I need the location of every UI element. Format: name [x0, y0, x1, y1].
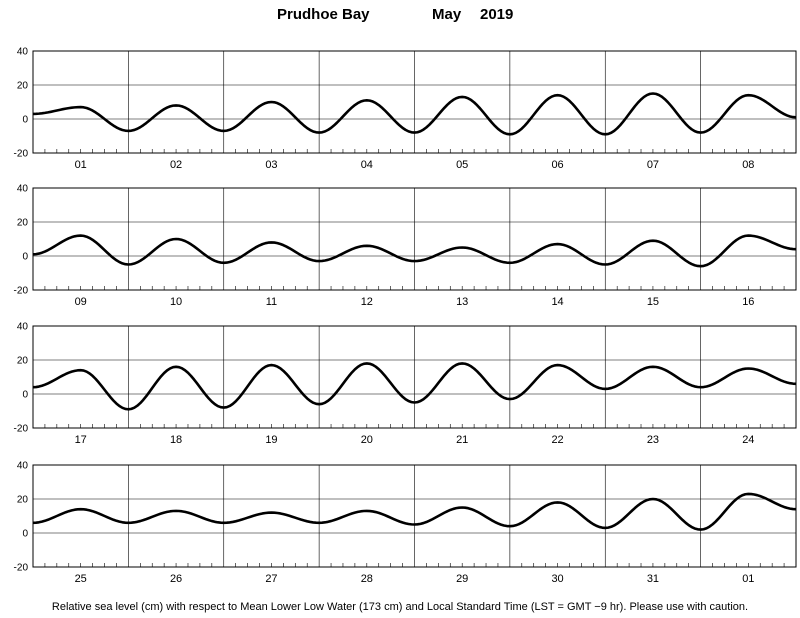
day-label: 10	[170, 296, 182, 308]
day-label: 06	[551, 159, 563, 171]
day-label: 25	[75, 573, 87, 585]
sea-level-line	[32, 234, 797, 268]
day-label: 02	[170, 159, 182, 171]
day-label: 04	[361, 159, 373, 171]
y-tick-label: 0	[22, 390, 28, 401]
y-tick-label: 20	[17, 356, 29, 367]
sea-level-line	[32, 92, 797, 136]
y-tick-label: 40	[17, 322, 29, 333]
day-label: 09	[75, 296, 87, 308]
day-label: 21	[456, 434, 468, 446]
day-label: 17	[75, 434, 87, 446]
year-title: 2019	[480, 6, 514, 23]
day-label: 22	[551, 434, 563, 446]
day-label: 16	[742, 296, 754, 308]
day-label: 07	[647, 159, 659, 171]
y-tick-label: -20	[14, 286, 29, 297]
day-label: 24	[742, 434, 754, 446]
day-label: 26	[170, 573, 182, 585]
day-label: 18	[170, 434, 182, 446]
day-label: 01	[742, 573, 754, 585]
y-tick-label: -20	[14, 563, 29, 574]
y-tick-label: 40	[17, 461, 29, 472]
day-label: 14	[551, 296, 563, 308]
y-tick-label: 0	[22, 529, 28, 540]
station-title: Prudhoe Bay	[277, 6, 370, 23]
day-label: 23	[647, 434, 659, 446]
day-label: 13	[456, 296, 468, 308]
day-label: 12	[361, 296, 373, 308]
y-tick-label: -20	[14, 149, 29, 160]
sea-level-line	[32, 492, 797, 531]
y-tick-label: 40	[17, 47, 29, 58]
day-label: 28	[361, 573, 373, 585]
day-label: 30	[551, 573, 563, 585]
day-label: 27	[265, 573, 277, 585]
day-label: 11	[266, 296, 277, 308]
day-label: 01	[75, 159, 87, 171]
y-tick-label: 20	[17, 81, 29, 92]
day-label: 15	[647, 296, 659, 308]
y-tick-label: 20	[17, 495, 29, 506]
y-tick-label: 0	[22, 115, 28, 126]
y-tick-label: 20	[17, 218, 29, 229]
footnote: Relative sea level (cm) with respect to …	[51, 601, 749, 613]
day-label: 20	[361, 434, 373, 446]
day-label: 05	[456, 159, 468, 171]
y-tick-label: -20	[14, 424, 29, 435]
y-tick-label: 0	[22, 252, 28, 263]
month-title: May	[432, 6, 462, 23]
day-label: 31	[647, 573, 659, 585]
sea-level-line	[32, 362, 797, 411]
day-label: 03	[265, 159, 277, 171]
day-label: 08	[742, 159, 754, 171]
y-tick-label: 40	[17, 184, 29, 195]
day-label: 19	[265, 434, 277, 446]
day-label: 29	[456, 573, 468, 585]
